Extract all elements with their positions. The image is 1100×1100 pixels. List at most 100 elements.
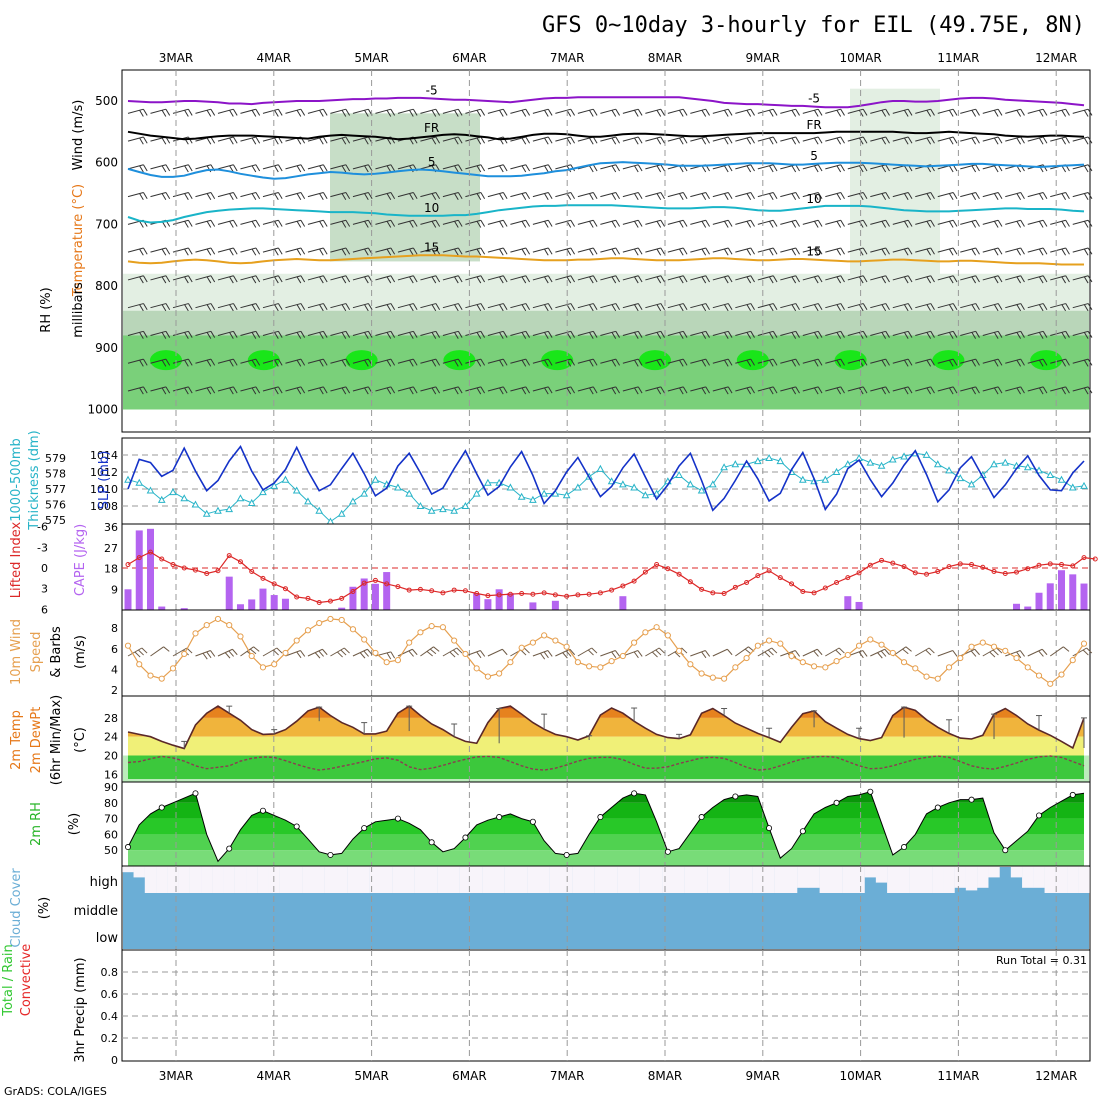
wind-barb-flag (188, 331, 193, 338)
wind-speed-marker (226, 622, 233, 629)
wind-barb (645, 136, 661, 142)
rh-marker (867, 788, 874, 795)
wind-barb-flag (634, 248, 639, 256)
wind-barb (307, 136, 324, 142)
wind-barb-flag (1016, 276, 1022, 284)
wind-barb-flag (476, 304, 482, 312)
wind-barb-flag (1061, 137, 1067, 145)
high-cloud-gap (493, 867, 505, 893)
wind-barb (217, 648, 233, 657)
cape-bar (484, 599, 492, 610)
wind-barb-flag (233, 358, 238, 366)
high-cloud-gap (605, 867, 618, 893)
wind-barb-flag (637, 331, 643, 338)
high-cloud-gap (898, 867, 910, 893)
wind-barb (195, 650, 211, 657)
wind-barb-flag (184, 193, 189, 201)
wind-barb (712, 303, 729, 309)
wind-barb-flag (454, 109, 459, 117)
lifted-index-marker (1047, 561, 1053, 567)
wind-barb (465, 219, 481, 225)
wind-barb (487, 164, 504, 170)
wind-barb-flag (502, 220, 508, 227)
wind-barb (622, 275, 639, 281)
wind-barb-flag (521, 137, 527, 145)
wind-barb-flag (229, 332, 234, 339)
wind-barb (240, 330, 257, 336)
wind-barb (1050, 303, 1066, 309)
thickness-marker (765, 453, 773, 461)
lifted-index-marker (890, 560, 896, 566)
lifted-index-marker (597, 590, 603, 596)
wind-barb-flag (948, 221, 954, 228)
rh-shade-bright (834, 350, 867, 371)
wind-speed-marker (889, 649, 896, 657)
wind-barb-flag (993, 165, 999, 173)
wind-barb-flag (1083, 276, 1089, 284)
wind-barb (397, 164, 414, 170)
wind-barb-flag (210, 275, 216, 283)
wind-barb-flag (727, 331, 733, 338)
wind-barb-flag (903, 165, 909, 173)
thickness-marker (371, 475, 380, 483)
wind-barb-flag (454, 221, 459, 228)
rh-marker (428, 839, 435, 846)
thickness-marker (450, 506, 459, 514)
wind-barb-flag (903, 387, 909, 395)
lifted-index-marker (462, 588, 468, 594)
wind-barb-flag (611, 359, 617, 367)
date-label-bottom: 11MAR (937, 1069, 979, 1083)
thickness-marker (697, 486, 706, 494)
wind-speed-marker (372, 649, 379, 657)
wind-barb-flag (341, 165, 347, 173)
rh-marker (125, 844, 132, 851)
wind-barb (802, 330, 819, 336)
wind-barb-flag (255, 275, 261, 283)
wind-barb-flag (952, 358, 958, 366)
wind-barb-flag (435, 220, 441, 227)
wind-speed-marker (1058, 671, 1065, 678)
wind-barb-flag (431, 193, 437, 201)
wind-barb (667, 219, 684, 225)
wind-barb-flag (1016, 221, 1022, 228)
wind-barb-flag (884, 648, 890, 656)
wind-barb-flag (750, 331, 755, 338)
wind-barb (825, 164, 841, 170)
rh-ylabel-2: (%) (67, 813, 82, 836)
wind-barb-flag (746, 359, 752, 367)
wind-barb-flag (165, 192, 171, 199)
wind-barb-flag (905, 646, 912, 652)
wind-barb (600, 247, 616, 253)
wind-barb-flag (296, 193, 302, 201)
wind-barb-flag (746, 221, 752, 228)
wind-barb-flag (928, 647, 935, 654)
wind-barb (780, 108, 796, 114)
wind-barb-flag (143, 275, 148, 283)
wind-barb-flag (435, 358, 441, 366)
wind-barb (420, 330, 437, 336)
wind-barb (712, 247, 729, 253)
thickness-tick: 579 (45, 452, 66, 465)
wind-barb (712, 330, 729, 336)
wind-barb-flag (926, 221, 932, 228)
date-label-top: 4MAR (257, 51, 292, 65)
wind-barb-flag (948, 109, 954, 117)
wind-barb-flag (251, 332, 257, 339)
wind-barb-flag (544, 387, 549, 395)
thickness-marker (270, 481, 279, 489)
thickness-marker (1046, 471, 1055, 479)
wind-barb-flag (210, 136, 216, 144)
wind-barb (285, 303, 302, 309)
wind-barb (870, 108, 886, 114)
wind-barb-flag (345, 164, 351, 172)
wind-barb-flag (589, 276, 594, 284)
thickness-marker (1001, 458, 1010, 466)
wind-barb-flag (476, 165, 482, 173)
wind-barb (240, 386, 257, 392)
lifted-index-marker (316, 600, 322, 605)
wind-barb-flag (705, 303, 710, 311)
wind-barb-flag (634, 137, 639, 145)
wind-barb-flag (452, 649, 459, 656)
wind-barb-flag (1061, 193, 1067, 201)
cape-bar (1058, 570, 1066, 610)
